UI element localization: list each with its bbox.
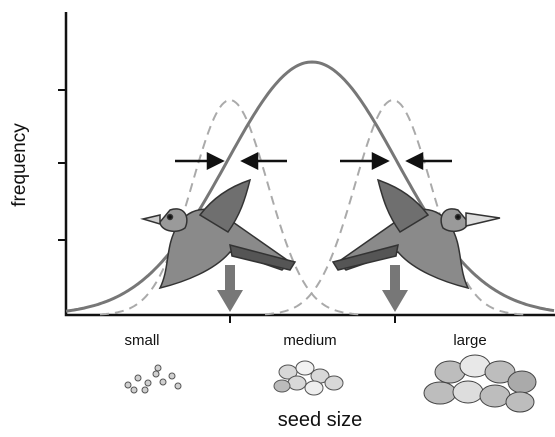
- y-ticks: [58, 89, 66, 241]
- y-axis-label: frequency: [9, 123, 30, 207]
- category-label: medium: [283, 332, 336, 349]
- down-arrows: [217, 265, 408, 312]
- axis-lines: [64, 12, 555, 317]
- seeds-medium: [273, 360, 344, 396]
- seeds-large: [423, 354, 537, 413]
- bird-left: [140, 178, 297, 290]
- seeds-small: [124, 364, 182, 394]
- selection-arrows: [175, 151, 452, 171]
- bird-right: [331, 178, 501, 290]
- x-axis-label: seed size: [278, 409, 363, 431]
- curves: [65, 60, 555, 316]
- dashed-curve: [99, 98, 361, 316]
- category-label: large: [453, 332, 486, 349]
- axes: [58, 12, 555, 323]
- dashed-curve: [264, 98, 526, 316]
- x-ticks: [229, 315, 396, 323]
- original-curve: [65, 60, 555, 313]
- category-label: small: [124, 332, 159, 349]
